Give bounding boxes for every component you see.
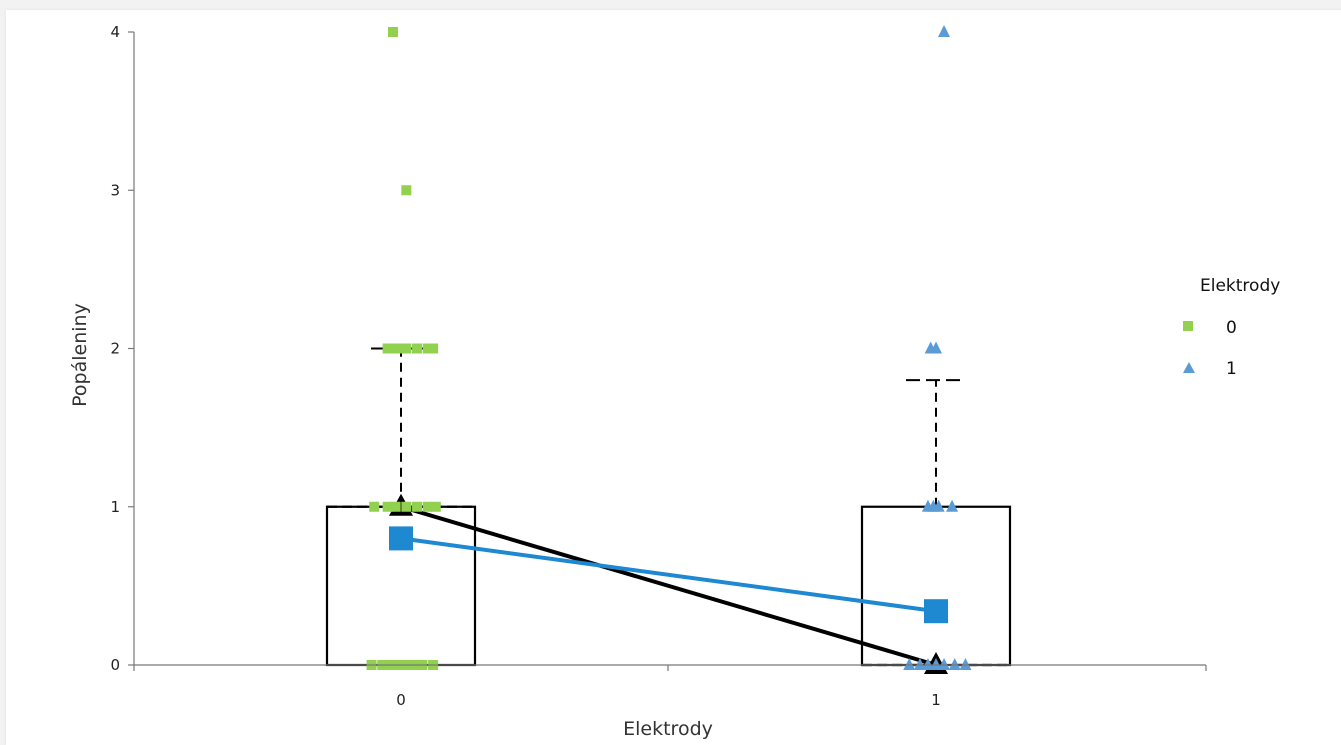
legend-marker-1 xyxy=(1183,362,1195,373)
point-series-0 xyxy=(369,501,380,512)
point-series-1 xyxy=(938,25,951,37)
y-axis-title: Popáleniny xyxy=(69,303,91,407)
point-series-1 xyxy=(913,658,926,670)
legend: Elektrody 0 1 xyxy=(1183,276,1280,379)
point-series-0 xyxy=(430,501,441,512)
point-series-0 xyxy=(387,27,398,37)
mean-marker xyxy=(924,599,948,624)
median-line xyxy=(400,504,937,667)
axes-layer: 0 1 2 3 4 0 1 xyxy=(110,23,1207,709)
point-series-0 xyxy=(390,343,401,354)
x-axis-title: Elektrody xyxy=(623,718,713,740)
x-tick-label: 0 xyxy=(396,691,406,709)
legend-label-0: 0 xyxy=(1226,318,1237,338)
point-series-1 xyxy=(921,658,934,670)
y-tick-label: 3 xyxy=(110,181,120,199)
point-series-1 xyxy=(930,341,942,354)
legend-label-1: 1 xyxy=(1226,359,1237,379)
point-series-0 xyxy=(412,343,423,354)
mean-line xyxy=(400,536,937,614)
point-series-0 xyxy=(390,501,401,512)
point-series-1 xyxy=(959,658,972,670)
box-1 xyxy=(860,505,1012,667)
point-series-1 xyxy=(946,499,959,512)
point-series-1 xyxy=(932,499,945,512)
point-series-0 xyxy=(382,343,393,354)
lines-layer xyxy=(389,493,948,674)
legend-title: Elektrody xyxy=(1200,276,1280,296)
chart-svg: 0 1 2 3 4 0 1 Popáleniny Elektrody Elektrody 0… xyxy=(69,23,1280,740)
point-series-1 xyxy=(938,658,951,670)
point-series-1 xyxy=(930,658,942,670)
point-series-0 xyxy=(401,185,412,196)
y-tick-label: 2 xyxy=(110,340,120,358)
point-series-0 xyxy=(401,501,412,512)
y-tick-label: 0 xyxy=(110,656,120,674)
point-series-0 xyxy=(422,501,433,512)
legend-marker-0 xyxy=(1183,321,1193,331)
point-series-0 xyxy=(412,501,423,512)
point-series-0 xyxy=(396,343,406,354)
y-tick-label: 4 xyxy=(110,23,120,41)
y-tick-label: 1 xyxy=(110,498,120,516)
point-series-0 xyxy=(401,343,412,354)
point-series-0 xyxy=(382,501,393,512)
chart-panel: 0 1 2 3 4 0 1 Popáleniny Elektrody Elektrody 0… xyxy=(6,10,1341,745)
point-series-0 xyxy=(422,343,433,354)
point-series-1 xyxy=(948,658,961,670)
mean-marker xyxy=(389,526,413,551)
point-series-0 xyxy=(428,343,439,354)
x-tick-label: 1 xyxy=(931,691,941,709)
point-series-1 xyxy=(903,658,916,670)
